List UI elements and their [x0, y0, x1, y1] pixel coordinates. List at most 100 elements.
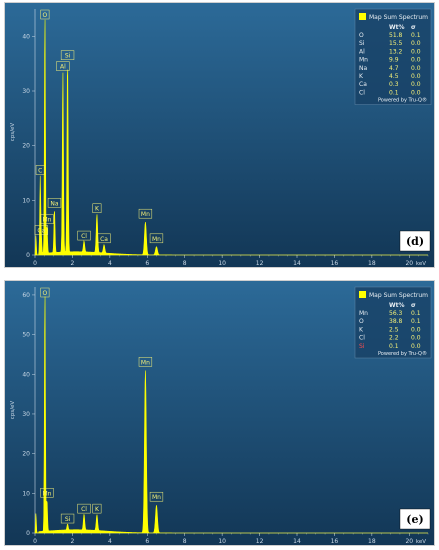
- peak-label-text: Ca: [100, 236, 108, 243]
- peak-label-mn: Mn: [40, 214, 54, 224]
- legend-title: Map Sum Spectrum: [369, 292, 428, 299]
- legend-element: Si: [359, 343, 365, 350]
- y-tick-label: 60: [22, 292, 30, 299]
- x-tick-label: 4: [108, 538, 112, 545]
- y-axis-label: cps/eV: [10, 401, 16, 420]
- legend-wt-value: 38.8: [389, 318, 403, 325]
- peak-label-text: Mn: [152, 494, 161, 501]
- peak-label-al: Al: [56, 61, 70, 71]
- peak-label-si: Si: [60, 513, 75, 524]
- x-tick-label: 8: [183, 260, 187, 267]
- legend-wt-value: 2.5: [389, 326, 399, 333]
- y-axis-label: cps/eV: [10, 123, 16, 142]
- x-tick-label: 12: [256, 538, 264, 545]
- legend-wt-value: 4.7: [389, 65, 399, 72]
- peak-label-text: Si: [65, 53, 71, 60]
- peak-label-text: K: [95, 506, 100, 513]
- x-tick-label: 8: [183, 538, 187, 545]
- peak-label-text: Na: [50, 200, 58, 207]
- legend-powered-by: Powered by Tru-Q®: [378, 97, 427, 104]
- peak-label-box: [34, 225, 49, 235]
- y-tick-label: 10: [22, 197, 30, 204]
- peak-label-text: Al: [60, 64, 66, 71]
- x-tick-label: 18: [368, 538, 376, 545]
- legend-element: Mn: [359, 57, 368, 64]
- legend-element: O: [359, 318, 364, 325]
- legend: Map Sum Spectrum Wt% σ O 51.8 0.1 Si 15.5 0.0 Al 1…: [354, 8, 432, 105]
- legend-wt-value: 51.8: [389, 32, 403, 39]
- y-tick-label: 10: [22, 490, 30, 497]
- peak-label-o: O: [40, 9, 50, 20]
- y-tick-label: 40: [22, 33, 30, 40]
- peak-label-box: [97, 233, 111, 244]
- spectrum-series: [34, 19, 428, 256]
- legend-box: [354, 286, 432, 359]
- x-tick-label: 14: [293, 538, 301, 545]
- legend-row: Cl 0.1 0.0: [359, 89, 421, 96]
- legend-row: Si 15.5 0.0: [359, 40, 421, 47]
- legend-row: K 4.5 0.0: [359, 73, 421, 80]
- legend-element: Cl: [359, 89, 365, 96]
- x-tick-label: 0: [33, 260, 37, 267]
- peak-label-text: Si: [65, 516, 71, 523]
- peak-label-box: [35, 165, 45, 175]
- legend-row: Al 13.2 0.0: [359, 48, 421, 55]
- x-tick-label: 12: [256, 260, 264, 267]
- x-tick-label: 10: [218, 260, 226, 267]
- spectrum-chart-d: 0 2 4 6 8 10 12 14 16 18 20 keV010203040cps/eVCCaMn…: [5, 3, 434, 267]
- legend: Map Sum Spectrum Wt% σ Mn 56.3 0.1 O 38.8 0.1 K 2.…: [354, 286, 432, 359]
- legend-row: Mn 9.9 0.0: [359, 57, 421, 64]
- legend-header-wt: Wt%: [389, 302, 405, 309]
- spectrum-panel-d: 0 2 4 6 8 10 12 14 16 18 20 keV 0 10 20 30 40 cps/eV C Ca Mn…: [4, 2, 435, 268]
- peak-label-ca: Ca: [34, 225, 49, 235]
- spectrum-series: [34, 296, 428, 534]
- legend-wt-value: 4.5: [389, 73, 399, 80]
- spectrum-panel-e: 0 2 4 6 8 10 12 14 16 18 20 keV 0 10 20 30 40 50 60 cps/eV O…: [4, 280, 435, 546]
- peak-label-cl: Cl: [77, 230, 91, 241]
- peak-label-mn: Mn: [138, 208, 153, 219]
- peak-label-text: Mn: [42, 217, 51, 224]
- peak-label-si: Si: [60, 50, 75, 60]
- x-tick-label: 0: [33, 538, 37, 545]
- legend-header-wt: Wt%: [389, 24, 405, 31]
- peak-label-k: K: [92, 203, 102, 213]
- legend-sigma-value: 0.1: [411, 32, 421, 39]
- legend-element: Cl: [359, 335, 365, 342]
- legend-element: K: [359, 73, 364, 80]
- peak-label-text: C: [38, 167, 42, 174]
- legend-sigma-value: 0.1: [411, 318, 421, 325]
- legend-row: Mn 56.3 0.1: [359, 310, 421, 317]
- peak-label-box: [56, 61, 70, 71]
- legend-sigma-value: 0.0: [411, 335, 421, 342]
- x-tick-label: 6: [145, 260, 149, 267]
- legend-element: Al: [359, 48, 365, 55]
- y-tick-label: 20: [22, 143, 30, 150]
- peak-label-box: [149, 491, 164, 502]
- peak-label-mn: Mn: [149, 233, 164, 244]
- legend-wt-value: 56.3: [389, 310, 403, 317]
- x-tick-label: 20: [405, 538, 413, 545]
- panel-letter: (e): [399, 508, 431, 530]
- peak-label-mn: Mn: [149, 491, 164, 502]
- legend-wt-value: 0.1: [389, 343, 399, 350]
- y-tick-label: 0: [26, 252, 30, 259]
- panel-letter-text: (e): [406, 513, 423, 526]
- panel-letter-text: (d): [406, 235, 424, 248]
- peak-label-box: [138, 357, 153, 367]
- x-axis-label: keV: [416, 539, 426, 545]
- panel-letter-box: [399, 508, 431, 530]
- legend-sigma-value: 0.0: [411, 57, 421, 64]
- panel-letter: (d): [399, 230, 431, 252]
- legend-swatch: [359, 291, 366, 298]
- legend-header-sigma: σ: [411, 24, 416, 31]
- legend-swatch: [359, 13, 366, 20]
- y-tick-label: 20: [22, 451, 30, 458]
- legend-element: K: [359, 326, 364, 333]
- x-tick-label: 16: [331, 538, 339, 545]
- y-tick-label: 0: [26, 530, 30, 537]
- x-tick-label: 4: [108, 260, 112, 267]
- x-tick-label: 18: [368, 260, 376, 267]
- peak-label-cl: Cl: [77, 503, 91, 514]
- legend-wt-value: 15.5: [389, 40, 403, 47]
- peak-label-box: [47, 198, 62, 208]
